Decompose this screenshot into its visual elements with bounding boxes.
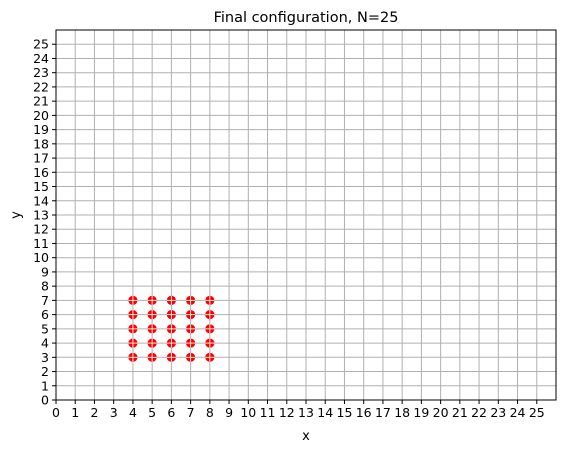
data-point [128, 310, 138, 320]
data-point [128, 338, 138, 348]
data-point [186, 338, 196, 348]
y-tick-label: 21 [33, 94, 49, 109]
y-tick-label: 11 [33, 236, 49, 251]
y-tick-label: 9 [41, 264, 49, 279]
y-tick-label: 4 [41, 336, 49, 351]
data-point [205, 338, 215, 348]
x-tick-label: 14 [317, 405, 333, 420]
data-point [128, 324, 138, 334]
data-point [147, 338, 157, 348]
data-point [166, 324, 176, 334]
x-tick-label: 8 [206, 405, 214, 420]
data-point [166, 338, 176, 348]
x-tick-label: 7 [187, 405, 195, 420]
x-tick-label: 10 [240, 405, 256, 420]
x-tick-label: 18 [394, 405, 410, 420]
x-tick-label: 25 [529, 405, 545, 420]
x-tick-label: 1 [71, 405, 79, 420]
x-tick-label: 0 [52, 405, 60, 420]
x-tick-label: 9 [225, 405, 233, 420]
y-tick-label: 10 [33, 250, 49, 265]
data-point [205, 295, 215, 305]
y-tick-label: 19 [33, 122, 49, 137]
data-point [205, 324, 215, 334]
data-point [186, 295, 196, 305]
data-point [128, 295, 138, 305]
x-tick-label: 2 [90, 405, 98, 420]
y-tick-label: 7 [41, 293, 49, 308]
y-tick-label: 14 [33, 193, 49, 208]
y-tick-label: 25 [33, 37, 49, 52]
data-point [205, 310, 215, 320]
plot-area-frame [55, 29, 557, 401]
x-tick-label: 4 [129, 405, 137, 420]
x-tick-label: 11 [260, 405, 276, 420]
x-tick-label: 20 [433, 405, 449, 420]
x-tick-label: 12 [279, 405, 295, 420]
chart-title: Final configuration, N=25 [214, 10, 399, 26]
y-tick-label: 3 [41, 350, 49, 365]
y-tick-label: 24 [33, 51, 49, 66]
y-tick-label: 15 [33, 179, 49, 194]
x-tick-label: 22 [471, 405, 487, 420]
y-tick-label: 23 [33, 65, 49, 80]
x-tick-label: 13 [298, 405, 314, 420]
x-tick-label: 6 [167, 405, 175, 420]
y-axis-title: y [9, 211, 24, 219]
data-point [166, 310, 176, 320]
data-point [205, 352, 215, 362]
y-tick-label: 18 [33, 136, 49, 151]
x-tick-label: 24 [510, 405, 526, 420]
y-tick-label: 22 [33, 79, 49, 94]
x-tick-label: 21 [452, 405, 468, 420]
data-points [128, 295, 215, 362]
data-point [166, 295, 176, 305]
y-tick-label: 20 [33, 108, 49, 123]
y-tick-label: 8 [41, 279, 49, 294]
data-point [128, 352, 138, 362]
x-tick-label: 23 [490, 405, 506, 420]
data-point [166, 352, 176, 362]
data-point [147, 295, 157, 305]
x-tick-label: 15 [337, 405, 353, 420]
data-point [186, 310, 196, 320]
x-axis-title: x [302, 429, 310, 444]
y-tick-label: 13 [33, 208, 49, 223]
x-tick-label: 19 [413, 405, 429, 420]
y-tick-label: 0 [41, 393, 49, 408]
data-point [147, 324, 157, 334]
data-point [147, 352, 157, 362]
data-point [147, 310, 157, 320]
data-point [186, 324, 196, 334]
grid-lines [55, 30, 556, 401]
x-tick-label: 3 [110, 405, 118, 420]
y-tick-label: 2 [41, 364, 49, 379]
y-tick-label: 17 [33, 151, 49, 166]
x-tick-label: 16 [356, 405, 372, 420]
x-tick-label: 17 [375, 405, 391, 420]
y-tick-label: 16 [33, 165, 49, 180]
axis-ticks: 0 1 2 3 4 5 6 7 8 9 10 11 12 13 14 15 16 17 18 19 20 21 22 23 24… [33, 37, 545, 420]
y-tick-label: 1 [41, 378, 49, 393]
x-tick-label: 5 [148, 405, 156, 420]
y-tick-label: 6 [41, 307, 49, 322]
y-tick-label: 5 [41, 321, 49, 336]
data-point [186, 352, 196, 362]
y-tick-label: 12 [33, 222, 49, 237]
